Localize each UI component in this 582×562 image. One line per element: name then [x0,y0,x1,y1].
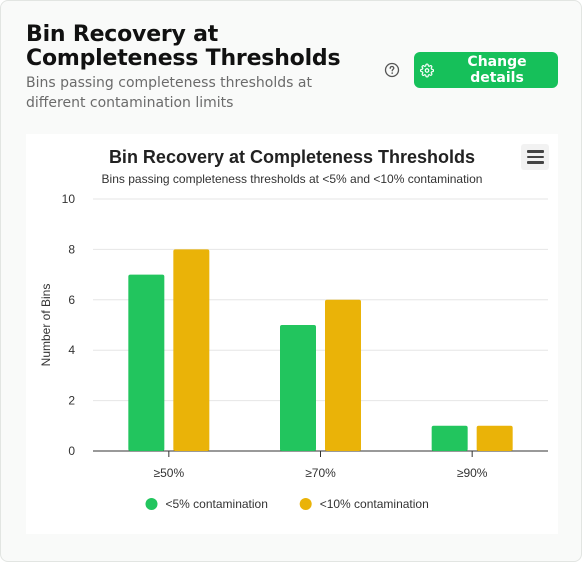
legend-marker [145,498,158,510]
bar-chart: Bin Recovery at Completeness Thresholds B… [39,147,548,511]
bar [128,274,165,451]
y-tick-label: 4 [68,343,75,357]
page-title: Bin Recovery at Completeness Thresholds [26,22,341,71]
chart-subtitle: Bins passing completeness thresholds at … [102,172,483,186]
question-circle-icon[interactable] [384,62,400,78]
y-tick-label: 8 [68,242,75,256]
gear-icon [420,63,434,77]
hamburger-menu-icon[interactable] [521,144,549,170]
bar [280,325,316,451]
legend-label: <5% contamination [166,497,268,511]
chart-title: Bin Recovery at Completeness Thresholds [109,147,475,167]
y-tick-label: 0 [68,444,75,458]
card-header: Bin Recovery at Completeness Thresholds … [26,23,366,113]
x-tick-label: ≥50% [154,466,185,480]
change-details-label: Change details [467,54,527,86]
x-tick-label: ≥70% [305,466,336,480]
bar [325,299,361,451]
chart-container: Bin Recovery at Completeness Thresholds B… [26,134,558,534]
legend-label: <10% contamination [320,497,429,511]
legend-marker [299,498,312,510]
change-details-button[interactable]: Change details [414,52,558,88]
x-tick-label: ≥90% [457,466,488,480]
bar [431,425,468,451]
y-tick-label: 6 [68,293,75,307]
y-axis-label: Number of Bins [39,284,53,367]
bar [173,249,210,451]
page-subtitle: Bins passing completeness thresholds at … [26,75,312,111]
y-tick-label: 2 [68,394,75,408]
y-tick-label: 10 [62,192,76,206]
bar [476,425,513,451]
